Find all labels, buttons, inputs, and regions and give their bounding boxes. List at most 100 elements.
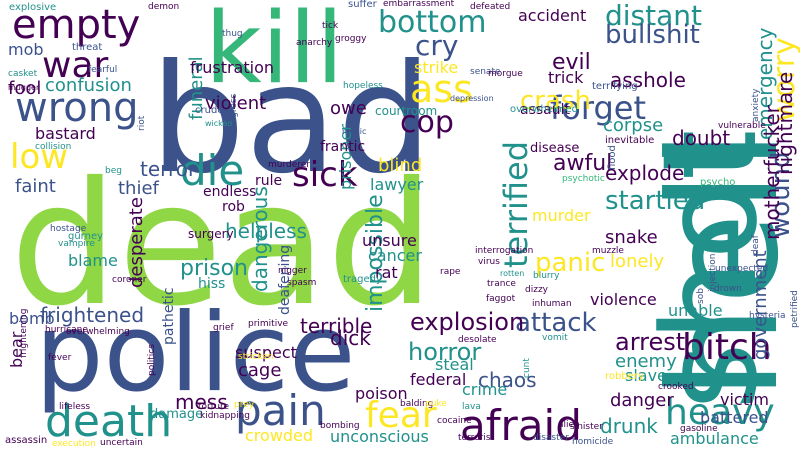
word-bastard: bastard (35, 124, 96, 143)
word-embarrassment: embarrassment (383, 0, 455, 9)
word-snake: snake (605, 227, 658, 248)
word-low: low (10, 137, 69, 177)
word-asshole: asshole (610, 68, 686, 92)
word-heavy: heavy (665, 392, 775, 433)
word-unexpected: unexpected (715, 264, 769, 274)
word-attack: attack (515, 308, 597, 338)
word-trick: trick (548, 68, 584, 87)
word-hiss: hiss (198, 276, 226, 292)
word-ass: ass (410, 67, 473, 111)
word-anxiety: anxiety (751, 88, 761, 122)
word-frantic: frantic (320, 139, 366, 155)
word-vulnerable: vulnerable (718, 121, 766, 131)
word-collision: collision (35, 142, 72, 152)
word-crooked: crooked (658, 382, 694, 392)
word-pathetic: pathetic (161, 287, 177, 345)
word-surgery: surgery (188, 227, 234, 241)
word-horror: horror (408, 338, 482, 366)
word-fool: fool (8, 78, 42, 99)
word-lava: lava (462, 402, 481, 412)
word-deaf: deaf (751, 235, 761, 255)
word-murderer: murderer (268, 160, 311, 170)
word-uncertain: uncertain (100, 438, 143, 448)
word-frightened: frightened (40, 303, 145, 327)
word-manic: manic (342, 127, 367, 136)
word-tragedy: tragedy (343, 274, 382, 285)
word-trance: trance (487, 279, 516, 289)
word-demon: demon (148, 2, 180, 12)
word-inevitable: inevitable (605, 135, 655, 146)
word-psychotic: psychotic (562, 174, 605, 184)
word-fear: fear (365, 395, 437, 436)
word-execution: execution (52, 439, 96, 449)
word-frightening: frightening (19, 308, 29, 358)
word-politics: politics (147, 344, 157, 376)
word-explode: explode (605, 161, 685, 185)
word-assassin: assassin (5, 435, 48, 446)
word-disease: disease (530, 141, 580, 156)
word-evil: evil (552, 50, 591, 75)
word-crime: crime (462, 380, 508, 399)
word-war: war (42, 45, 109, 86)
word-terrorist: terrorist (458, 433, 495, 443)
word-prison: prison (180, 256, 248, 281)
word-tick: tick (322, 21, 339, 31)
word-prey: prey (234, 400, 255, 410)
word-overwhelming: overwhelming (66, 327, 130, 337)
word-wicked: wicked (205, 119, 233, 128)
word-violent: violent (205, 93, 267, 114)
word-rob: rob (222, 199, 245, 215)
word-nigger: nigger (278, 266, 307, 276)
word-vampire: vampire (58, 239, 95, 249)
word-forget: forget (550, 89, 646, 127)
word-overwhelmed: overwhelmed (510, 104, 578, 115)
word-dizzy: dizzy (525, 285, 548, 295)
word-cage: cage (238, 360, 282, 381)
word-dangerous: dangerous (248, 186, 272, 292)
word-poison: poison (355, 384, 408, 403)
word-groggy: groggy (335, 34, 367, 44)
word-accident: accident (518, 6, 587, 25)
word-danger: danger (610, 390, 674, 411)
word-strike: strike (414, 58, 459, 77)
word-interrogation: interrogation (475, 246, 534, 256)
word-flood: flood (607, 145, 618, 170)
word-crash: crash (520, 86, 591, 116)
word-helpless: helpless (225, 219, 307, 243)
word-gasoline: gasoline (680, 424, 718, 434)
word-fever: fever (48, 353, 72, 363)
word-congress: congress (229, 93, 239, 134)
word-cry: cry (415, 29, 459, 62)
word-die: die (180, 146, 245, 195)
word-hostage: hostage (50, 224, 87, 234)
word-spasm: spasm (287, 278, 317, 288)
word-terror: terror (140, 157, 197, 181)
word-primitive: primitive (248, 319, 289, 329)
word-unable: unable (668, 301, 723, 320)
word-robbery: robbery (605, 371, 644, 382)
word-terrible: terrible (300, 314, 373, 338)
word-victim: victim (720, 390, 770, 409)
word-unsure: unsure (362, 231, 417, 250)
word-terrifying: terrifying (592, 81, 638, 92)
word-sob: sob (696, 288, 706, 304)
word-dead: dead (10, 146, 435, 344)
word-owe: owe (330, 98, 367, 119)
word-chaos: chaos (478, 368, 537, 392)
word-gurney: gurney (68, 231, 104, 242)
word-grief: grief (213, 323, 234, 333)
word-bad: bad (150, 33, 433, 207)
word-police: police (35, 291, 356, 416)
word-violence: violence (590, 290, 657, 309)
word-cop: cop (400, 105, 454, 140)
word-puke: puke (425, 399, 447, 409)
word-courtroom: courtroom (375, 104, 438, 118)
word-defeated: defeated (470, 2, 511, 12)
word-awful: awful (553, 151, 613, 176)
word-pain: pain (235, 386, 326, 435)
word-battered: battered (700, 408, 769, 427)
word-beg: beg (105, 166, 122, 176)
word-torture: torture (198, 402, 230, 412)
word-arrest: arrest (615, 328, 686, 356)
